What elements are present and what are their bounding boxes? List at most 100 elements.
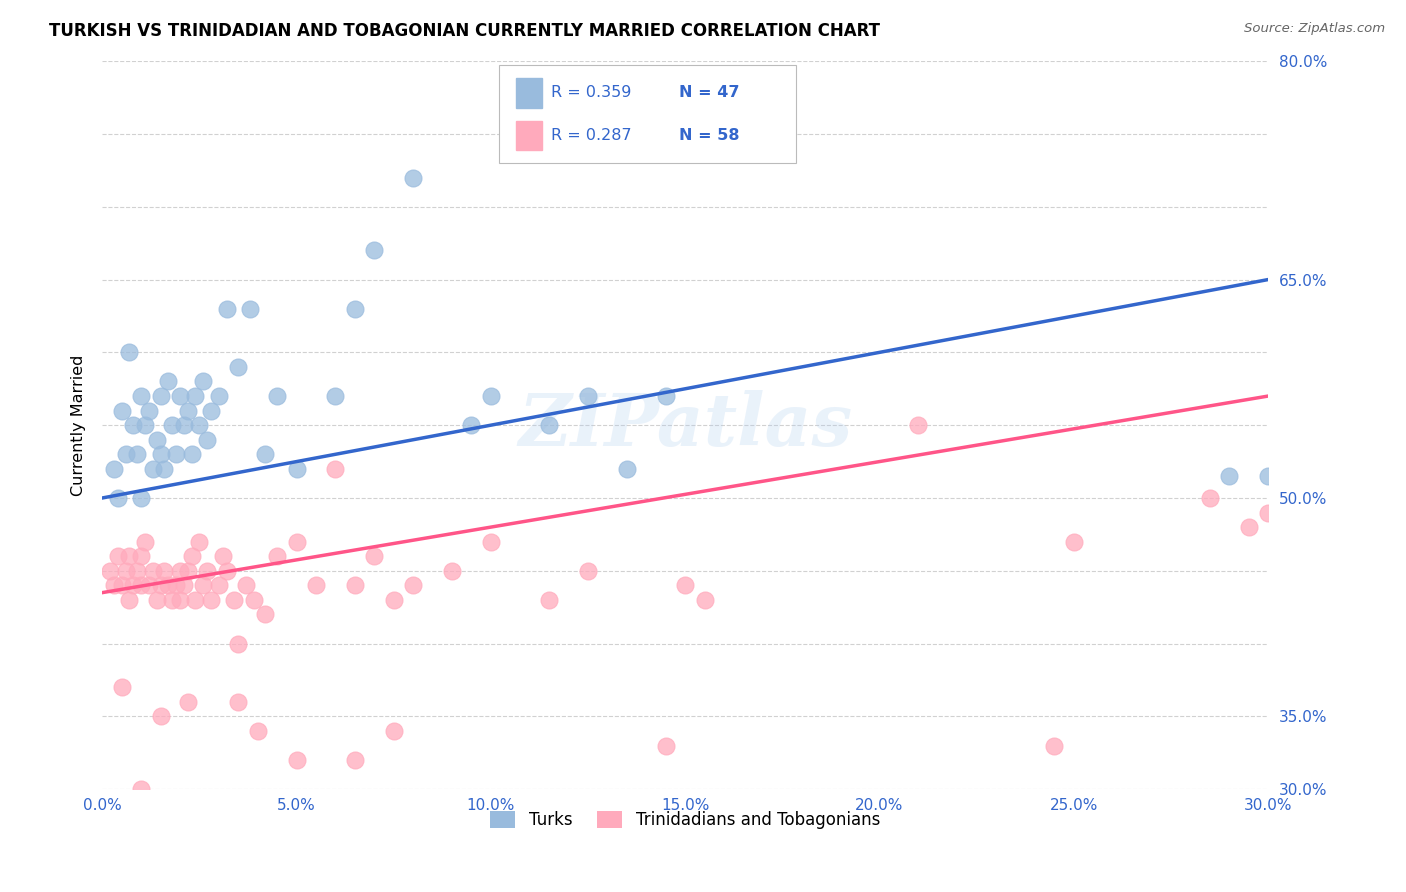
Point — [208, 578, 231, 592]
Point — [200, 593, 222, 607]
Point — [1257, 506, 1279, 520]
Point — [177, 403, 200, 417]
Text: R = 0.287: R = 0.287 — [551, 128, 631, 144]
Point — [165, 578, 187, 592]
Point — [180, 447, 202, 461]
Point — [188, 534, 211, 549]
Point — [654, 739, 676, 753]
Point — [107, 491, 129, 505]
Text: R = 0.359: R = 0.359 — [551, 86, 631, 101]
Point — [1043, 739, 1066, 753]
Point — [122, 418, 145, 433]
Point — [153, 462, 176, 476]
Point — [184, 593, 207, 607]
Point — [479, 534, 502, 549]
Point — [142, 462, 165, 476]
Point — [193, 578, 215, 592]
Point — [138, 578, 160, 592]
Point — [226, 695, 249, 709]
Point — [224, 593, 246, 607]
Point — [118, 593, 141, 607]
Point — [122, 578, 145, 592]
Point — [246, 723, 269, 738]
Point — [616, 462, 638, 476]
Bar — [516, 121, 541, 151]
Point — [285, 534, 308, 549]
Point — [157, 375, 180, 389]
Point — [188, 418, 211, 433]
Point — [134, 534, 156, 549]
Text: N = 58: N = 58 — [679, 128, 740, 144]
Point — [129, 782, 152, 797]
Point — [538, 593, 561, 607]
Point — [254, 607, 277, 622]
Point — [138, 403, 160, 417]
Point — [129, 491, 152, 505]
Point — [907, 418, 929, 433]
Point — [305, 578, 328, 592]
Point — [177, 695, 200, 709]
Bar — [516, 78, 541, 108]
Point — [134, 418, 156, 433]
Point — [129, 578, 152, 592]
Point — [103, 462, 125, 476]
Point — [180, 549, 202, 564]
Point — [149, 389, 172, 403]
Point — [127, 564, 149, 578]
Point — [226, 637, 249, 651]
Point — [145, 433, 167, 447]
Point — [173, 418, 195, 433]
Point — [576, 564, 599, 578]
Point — [208, 389, 231, 403]
Point — [145, 593, 167, 607]
Point — [382, 723, 405, 738]
Point — [127, 447, 149, 461]
Point — [118, 549, 141, 564]
Legend: Turks, Trinidadians and Tobagonians: Turks, Trinidadians and Tobagonians — [484, 804, 887, 836]
Point — [169, 389, 191, 403]
Point — [142, 564, 165, 578]
Point — [165, 447, 187, 461]
Point — [325, 462, 347, 476]
Point — [111, 403, 134, 417]
Point — [440, 564, 463, 578]
Point — [173, 578, 195, 592]
Point — [1063, 534, 1085, 549]
Point — [149, 578, 172, 592]
Point — [195, 433, 218, 447]
Point — [211, 549, 233, 564]
Point — [1237, 520, 1260, 534]
Point — [285, 753, 308, 767]
Point — [169, 564, 191, 578]
Point — [363, 244, 385, 258]
Point — [266, 389, 288, 403]
Point — [382, 593, 405, 607]
Point — [402, 578, 425, 592]
Point — [200, 403, 222, 417]
Point — [184, 389, 207, 403]
Point — [343, 301, 366, 316]
Point — [177, 564, 200, 578]
Point — [114, 564, 136, 578]
Point — [239, 301, 262, 316]
Point — [193, 375, 215, 389]
Point — [215, 564, 238, 578]
Point — [149, 709, 172, 723]
Text: ZIPatlas: ZIPatlas — [517, 390, 852, 460]
Text: Source: ZipAtlas.com: Source: ZipAtlas.com — [1244, 22, 1385, 36]
Point — [160, 593, 183, 607]
Point — [343, 753, 366, 767]
Point — [1218, 469, 1240, 483]
Point — [343, 578, 366, 592]
Point — [325, 389, 347, 403]
Point — [266, 549, 288, 564]
Point — [169, 593, 191, 607]
Point — [402, 170, 425, 185]
Point — [1198, 491, 1220, 505]
Point — [118, 345, 141, 359]
Point — [149, 447, 172, 461]
Point — [157, 578, 180, 592]
Point — [103, 578, 125, 592]
Point — [129, 549, 152, 564]
Point — [215, 301, 238, 316]
